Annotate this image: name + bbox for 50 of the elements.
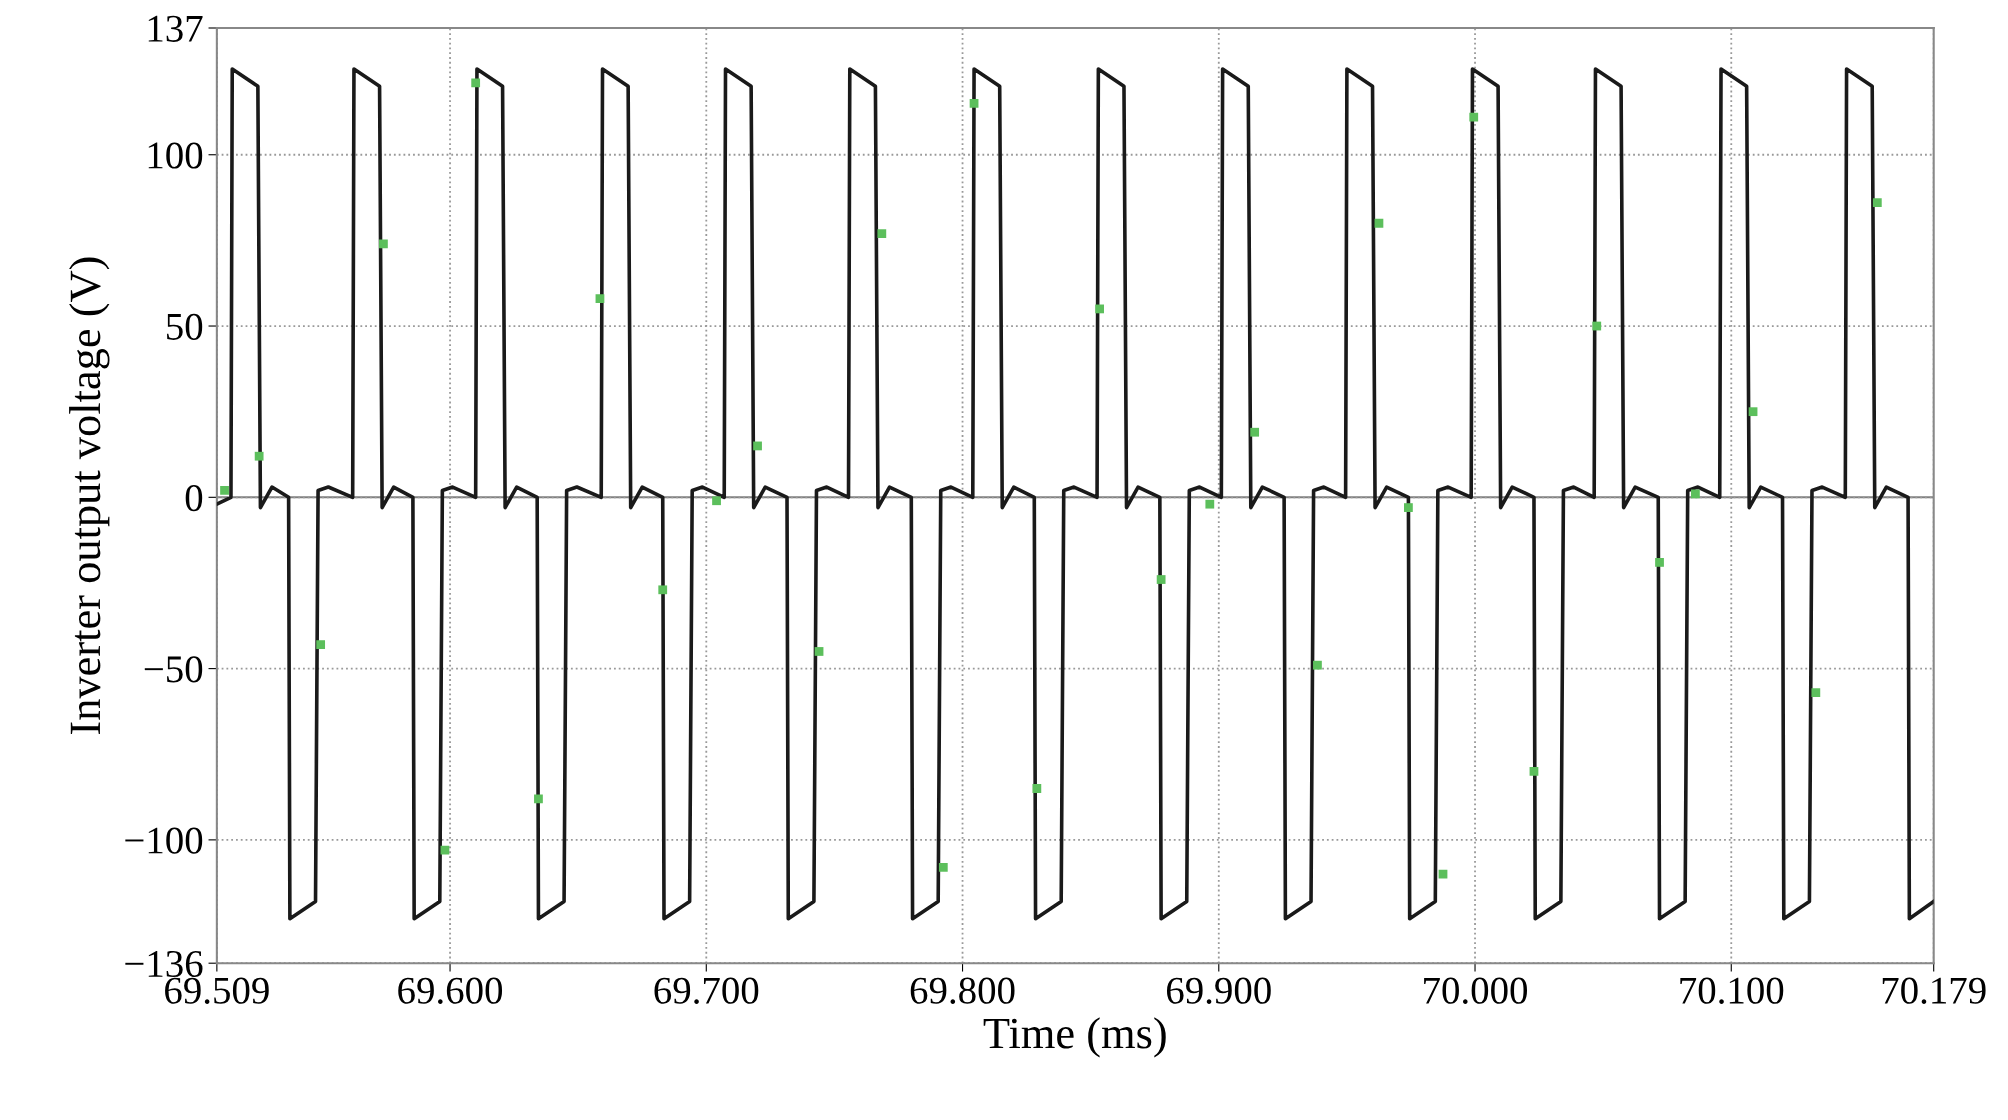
point <box>814 647 824 656</box>
x-tick-label: 70.179 <box>1882 977 1986 1004</box>
point <box>1156 575 1166 584</box>
x-tick-label: 70.100 <box>1680 977 1784 1004</box>
y-tick-label: 0 <box>185 484 203 512</box>
point <box>1469 112 1479 122</box>
point <box>316 640 326 650</box>
point <box>1438 869 1448 879</box>
point <box>379 239 388 249</box>
y-tick-label: −100 <box>125 827 203 854</box>
point <box>220 486 229 495</box>
x-tick-label: 69.900 <box>1166 977 1271 1004</box>
point <box>1205 499 1215 509</box>
y-tick-label: 100 <box>148 142 203 169</box>
point <box>1592 321 1602 331</box>
point <box>658 585 668 595</box>
point <box>753 441 762 451</box>
point <box>877 229 887 238</box>
point <box>254 451 264 461</box>
point <box>1313 660 1322 670</box>
point <box>1095 304 1105 314</box>
point <box>969 98 979 108</box>
y-tick-label: −50 <box>144 656 203 683</box>
point <box>1748 407 1758 417</box>
point <box>1404 503 1413 512</box>
x-axis-title: Time (ms) <box>983 1017 1166 1058</box>
y-tick-label: 137 <box>148 15 203 42</box>
point <box>1374 218 1384 228</box>
point <box>1655 558 1664 567</box>
point <box>1691 489 1700 499</box>
y-tick-label: −136 <box>125 950 203 978</box>
y-axis-title: Inverter output voltage (V) <box>69 257 110 735</box>
point <box>471 78 481 88</box>
x-tick-label: 70.000 <box>1424 977 1528 1004</box>
point <box>1529 766 1539 776</box>
point <box>440 845 450 855</box>
point <box>1811 688 1821 697</box>
x-tick-label: 69.600 <box>398 977 503 1004</box>
point <box>1872 198 1882 208</box>
point <box>938 862 948 872</box>
x-tick-label: 69.509 <box>165 977 269 1004</box>
point <box>1032 784 1042 793</box>
x-tick-label: 69.800 <box>910 977 1015 1004</box>
point <box>712 496 721 506</box>
point <box>1250 427 1260 437</box>
point <box>595 294 605 304</box>
line-series <box>216 67 1934 921</box>
y-tick-label: 50 <box>167 313 203 340</box>
x-tick-label: 69.700 <box>654 977 759 1004</box>
point <box>534 794 543 804</box>
